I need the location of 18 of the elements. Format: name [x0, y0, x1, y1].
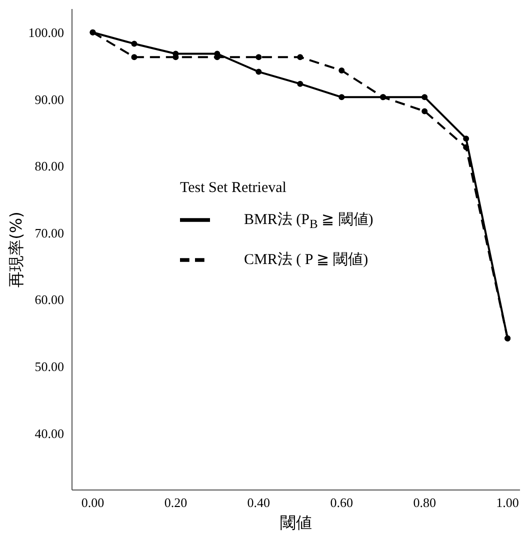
legend-title: Test Set Retrieval	[180, 180, 286, 197]
y-tick-label: 100.00	[28, 24, 64, 40]
x-tick-label: 0.40	[247, 495, 270, 510]
y-tick-label: 70.00	[34, 225, 64, 240]
y-tick-label: 80.00	[34, 158, 64, 174]
x-tick-label: 0.80	[413, 495, 436, 510]
x-tick-label: 0.20	[164, 495, 188, 510]
y-tick-label: 60.00	[34, 292, 64, 308]
x-tick-label: 0.60	[330, 495, 354, 510]
x-tick-label: 0.00	[81, 495, 104, 510]
legend-label: BMR法 (P$_{B}$ ≧ 閾値)	[244, 212, 374, 231]
legend-label: CMR法 ( P ≧ 閾値)	[244, 252, 368, 268]
y-tick-label: 50.00	[34, 359, 64, 374]
x-tick-label: 1.00	[496, 495, 519, 510]
y-tick-label: 40.00	[34, 426, 64, 441]
x-axis-title: 閾値	[280, 513, 312, 532]
y-tick-label: 90.00	[34, 92, 64, 107]
y-axis-title: 再現率(%)	[6, 212, 26, 288]
